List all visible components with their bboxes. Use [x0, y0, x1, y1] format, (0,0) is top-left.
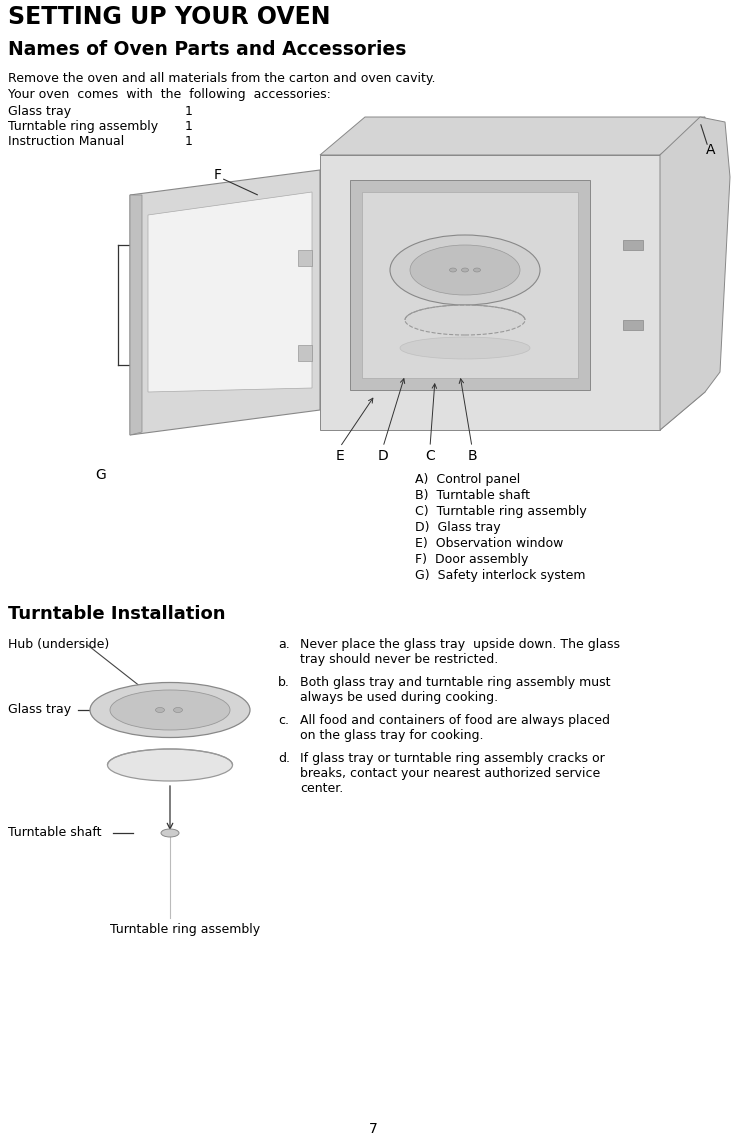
Text: If glass tray or turntable ring assembly cracks or
breaks, contact your nearest : If glass tray or turntable ring assembly… — [300, 752, 605, 795]
Text: B: B — [467, 449, 477, 463]
Text: G)  Safety interlock system: G) Safety interlock system — [415, 569, 586, 582]
Text: 1: 1 — [185, 120, 193, 133]
Text: Hub (underside): Hub (underside) — [8, 638, 109, 652]
Text: Names of Oven Parts and Accessories: Names of Oven Parts and Accessories — [8, 40, 407, 60]
Polygon shape — [660, 117, 730, 431]
Text: Both glass tray and turntable ring assembly must
always be used during cooking.: Both glass tray and turntable ring assem… — [300, 676, 610, 704]
Ellipse shape — [161, 829, 179, 837]
Text: Turntable shaft: Turntable shaft — [8, 827, 101, 839]
Ellipse shape — [110, 690, 230, 731]
Text: 1: 1 — [185, 135, 193, 148]
Text: D)  Glass tray: D) Glass tray — [415, 521, 501, 534]
Text: D: D — [377, 449, 389, 463]
Text: b.: b. — [278, 676, 290, 689]
Polygon shape — [298, 345, 312, 361]
Text: Turntable Installation: Turntable Installation — [8, 605, 225, 623]
Text: Instruction Manual: Instruction Manual — [8, 135, 125, 148]
Ellipse shape — [107, 749, 233, 781]
Ellipse shape — [90, 682, 250, 737]
Text: Turntable ring assembly: Turntable ring assembly — [8, 120, 158, 133]
Polygon shape — [623, 240, 643, 250]
Ellipse shape — [155, 708, 165, 712]
Text: B)  Turntable shaft: B) Turntable shaft — [415, 489, 530, 502]
Text: C)  Turntable ring assembly: C) Turntable ring assembly — [415, 505, 587, 518]
Polygon shape — [130, 169, 320, 435]
Ellipse shape — [390, 235, 540, 305]
Polygon shape — [362, 192, 578, 378]
Ellipse shape — [400, 337, 530, 360]
Text: 7: 7 — [369, 1122, 377, 1136]
Text: Glass tray: Glass tray — [8, 105, 71, 118]
Text: F)  Door assembly: F) Door assembly — [415, 553, 528, 566]
Text: A: A — [706, 143, 715, 157]
Polygon shape — [298, 250, 312, 266]
Ellipse shape — [450, 268, 457, 273]
Text: c.: c. — [278, 714, 289, 727]
Polygon shape — [130, 195, 142, 435]
Text: Turntable ring assembly: Turntable ring assembly — [110, 923, 260, 935]
Text: E: E — [336, 449, 345, 463]
Polygon shape — [623, 319, 643, 330]
Text: A)  Control panel: A) Control panel — [415, 473, 520, 485]
Text: E)  Observation window: E) Observation window — [415, 537, 563, 550]
Polygon shape — [148, 192, 312, 392]
Text: G: G — [95, 468, 106, 482]
Polygon shape — [350, 180, 590, 390]
Ellipse shape — [462, 268, 468, 273]
Ellipse shape — [405, 305, 525, 335]
Text: All food and containers of food are always placed
on the glass tray for cooking.: All food and containers of food are alwa… — [300, 714, 610, 742]
Text: Your oven  comes  with  the  following  accessories:: Your oven comes with the following acces… — [8, 88, 331, 101]
Ellipse shape — [410, 245, 520, 295]
Text: SETTING UP YOUR OVEN: SETTING UP YOUR OVEN — [8, 5, 330, 29]
Ellipse shape — [174, 708, 183, 712]
Text: Remove the oven and all materials from the carton and oven cavity.: Remove the oven and all materials from t… — [8, 72, 436, 85]
Text: Never place the glass tray  upside down. The glass
tray should never be restrict: Never place the glass tray upside down. … — [300, 638, 620, 666]
Ellipse shape — [474, 268, 480, 273]
Text: F: F — [214, 168, 222, 182]
Polygon shape — [320, 117, 705, 155]
Text: d.: d. — [278, 752, 290, 765]
Polygon shape — [320, 155, 660, 431]
Polygon shape — [660, 117, 705, 431]
Text: a.: a. — [278, 638, 289, 652]
Text: 1: 1 — [185, 105, 193, 118]
Text: Glass tray: Glass tray — [8, 703, 71, 717]
Text: C: C — [425, 449, 435, 463]
